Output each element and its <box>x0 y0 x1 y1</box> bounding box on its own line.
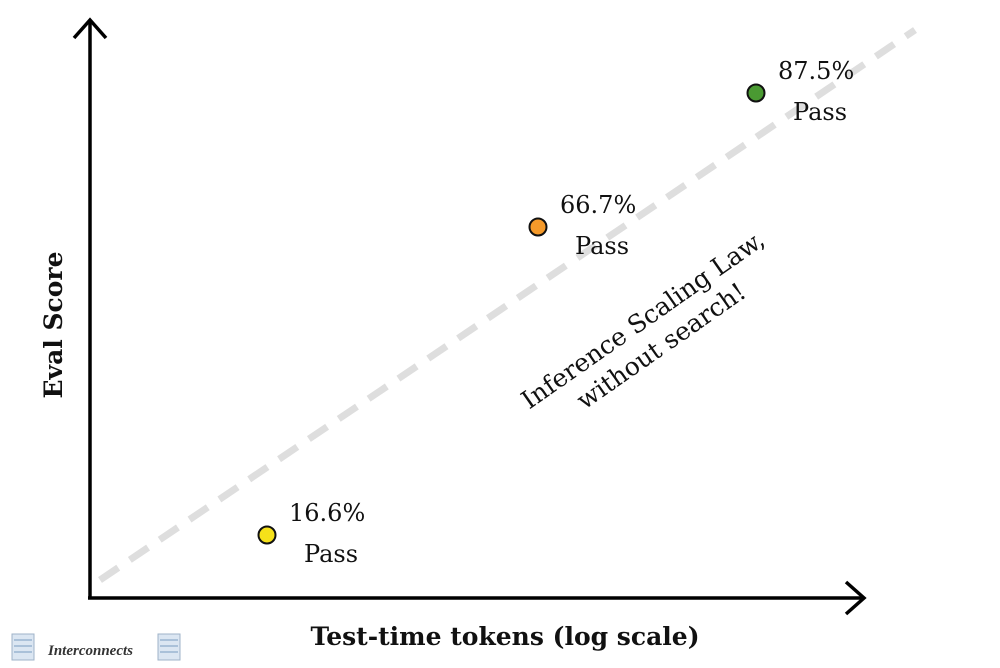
data-point <box>257 525 277 545</box>
data-point-group: 66.7% Pass <box>528 191 636 260</box>
data-label-value: 66.7% <box>560 191 636 219</box>
data-point-group: 16.6% Pass <box>257 499 365 568</box>
server-icon-right <box>157 633 181 661</box>
x-axis-label: Test-time tokens (log scale) <box>310 622 699 651</box>
data-label-value: 87.5% <box>778 57 854 85</box>
interconnects-logo: Interconnects <box>11 633 181 661</box>
data-point <box>746 83 766 103</box>
logo-text: Interconnects <box>47 643 133 659</box>
data-label-text: Pass <box>304 540 358 568</box>
data-label-text: Pass <box>793 98 847 126</box>
data-label-text: Pass <box>575 232 629 260</box>
data-point <box>528 217 548 237</box>
trend-line <box>98 27 917 583</box>
data-label-value: 16.6% <box>289 499 365 527</box>
annotation: Inference Scaling Law, without search! <box>516 225 770 415</box>
annotation-line-1: Inference Scaling Law, <box>516 225 770 415</box>
y-axis-label: Eval Score <box>39 251 68 398</box>
data-point-group: 87.5% Pass <box>746 57 854 126</box>
y-axis <box>72 17 108 598</box>
server-icon-left <box>11 633 35 661</box>
x-axis <box>88 580 867 616</box>
